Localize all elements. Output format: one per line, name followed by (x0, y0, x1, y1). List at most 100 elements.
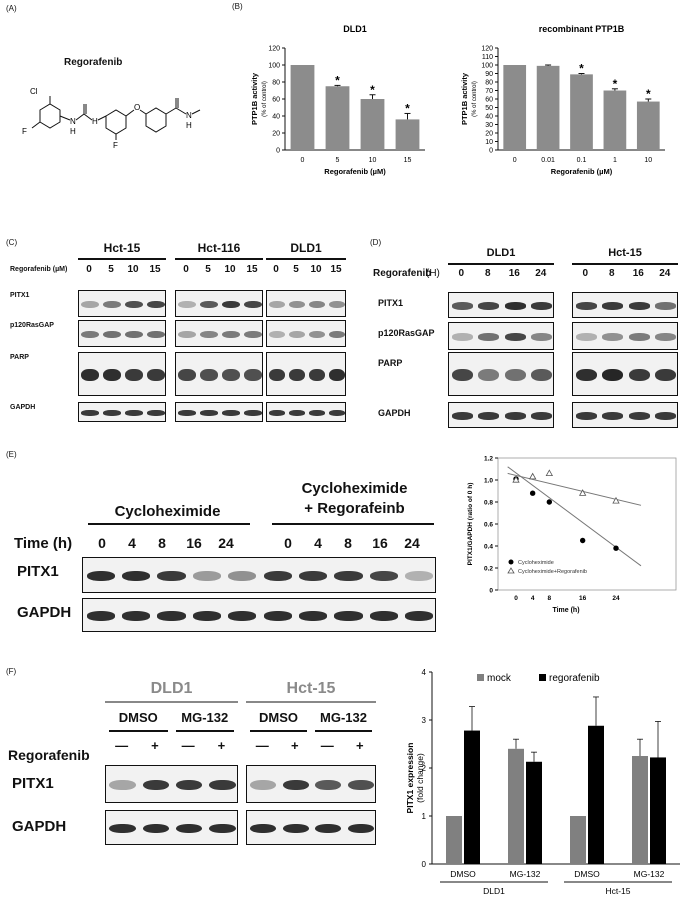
treatment-underline (250, 730, 307, 732)
row-label-pitx1: PITX1 (12, 775, 54, 792)
bar (536, 65, 560, 150)
blot-band (451, 412, 473, 420)
atom-n1: N (70, 117, 76, 126)
time-label: 8 (608, 268, 615, 279)
sign-label: + (217, 738, 226, 753)
y-tick-label: 0 (489, 148, 493, 155)
time-label: 8 (484, 268, 491, 279)
group-underline (105, 701, 238, 703)
y-tick-label: 80 (485, 80, 493, 87)
row-label-parp: PARP (10, 354, 29, 361)
data-point-chx-regorafenib (612, 496, 620, 504)
blot-band (282, 779, 309, 791)
blot-band (575, 368, 597, 382)
blot-band (405, 570, 434, 582)
blot-band (209, 823, 236, 834)
treatment-dmso: DMSO (118, 710, 158, 725)
blot-band (86, 570, 115, 582)
group-label: Hct-15 (605, 886, 630, 896)
legend-marker (508, 559, 514, 565)
y-axis-sublabel: (fold change) (415, 753, 425, 803)
group-underline (272, 523, 434, 525)
atom-cl: Cl (30, 87, 38, 96)
row-label-p120rasgap: p120RasGAP (378, 328, 435, 338)
blot-parp (266, 352, 346, 396)
time-label: 0 (458, 268, 465, 279)
blot-band (309, 330, 325, 339)
y-tick-label: 20 (485, 131, 493, 138)
blot-band (269, 368, 285, 382)
blot-band (121, 570, 151, 582)
blot-band (178, 368, 196, 382)
blot-band (109, 823, 136, 834)
legend-label: Cycloheximide+Regorafenib (518, 569, 587, 575)
blot-band (298, 611, 328, 621)
blot-band (329, 410, 345, 416)
blot-pitx1 (266, 290, 346, 317)
dose-label: 10 (127, 264, 139, 275)
blot-band (250, 823, 277, 834)
x-tick-label: 0 (514, 595, 518, 602)
legend-label: Cycloheximide (518, 560, 554, 566)
x-tick-label: 0.1 (577, 157, 587, 164)
blot-band (655, 302, 677, 310)
atom-f: F (22, 127, 27, 136)
blot-band (200, 300, 218, 309)
group-chx-regorafenib-line2: + Regorafeinb (304, 500, 405, 517)
blot-parp (78, 352, 166, 396)
blot-band (602, 412, 624, 420)
blot-pitx1 (448, 292, 554, 318)
y-axis-label: PTP1B activity (250, 72, 259, 125)
blot-band (109, 779, 136, 791)
blot-band (228, 611, 257, 621)
data-point-cycloheximide (579, 537, 586, 544)
group-underline (448, 263, 554, 265)
time-label: 0 (582, 268, 589, 279)
blot-band (209, 779, 236, 791)
blot-band (269, 300, 285, 309)
blot-band (222, 410, 240, 416)
treatment-dmso: DMSO (259, 710, 298, 725)
y-axis-sublabel: (% of control) (262, 81, 268, 117)
y-tick-label: 40 (272, 114, 280, 121)
blot-band (315, 823, 342, 834)
blot-gapdh (266, 402, 346, 422)
x-tick-label: 8 (548, 595, 552, 602)
panel-d-label: (D) (370, 238, 382, 247)
x-tick-label: 24 (612, 595, 620, 602)
blot-band (86, 611, 115, 621)
blot-parp (572, 352, 678, 396)
regorafenib-structure: Cl F N H H O F N H (22, 87, 201, 150)
cell-line-hct-15: Hct-15 (608, 247, 642, 259)
x-tick-label: 5 (336, 157, 340, 164)
time-point: 24 (404, 535, 420, 551)
trend-line (507, 472, 642, 506)
blot-band (244, 410, 262, 416)
blot-band (602, 302, 624, 310)
blot-gapdh (572, 402, 678, 428)
blot-band (147, 330, 165, 339)
cell-line-dld1: DLD1 (150, 680, 193, 697)
x-tick-label: 1 (613, 157, 617, 164)
x-tick-label: 0 (513, 157, 517, 164)
bar (325, 86, 350, 150)
unit-label: (H) (426, 268, 440, 279)
y-tick-label: 1.0 (484, 478, 493, 485)
y-tick-label: 0.8 (484, 500, 493, 507)
blot-band (178, 330, 196, 339)
blot-band (655, 368, 677, 382)
y-tick-label: 40 (485, 114, 493, 121)
blot-band (142, 823, 170, 834)
bar-regorafenib (526, 761, 542, 864)
y-tick-label: 50 (485, 105, 493, 112)
data-point-cycloheximide (546, 499, 553, 505)
legend-swatch (539, 674, 546, 681)
blot-band (334, 570, 363, 582)
x-axis-label: Regorafenib (µM) (324, 167, 386, 176)
row-label-gapdh: GAPDH (10, 404, 36, 411)
blot-band (531, 368, 553, 382)
blot-gapdh (78, 402, 166, 422)
data-point-chx-regorafenib (528, 472, 537, 480)
significance-star: * (613, 77, 618, 91)
dose-label: 0 (86, 264, 92, 275)
